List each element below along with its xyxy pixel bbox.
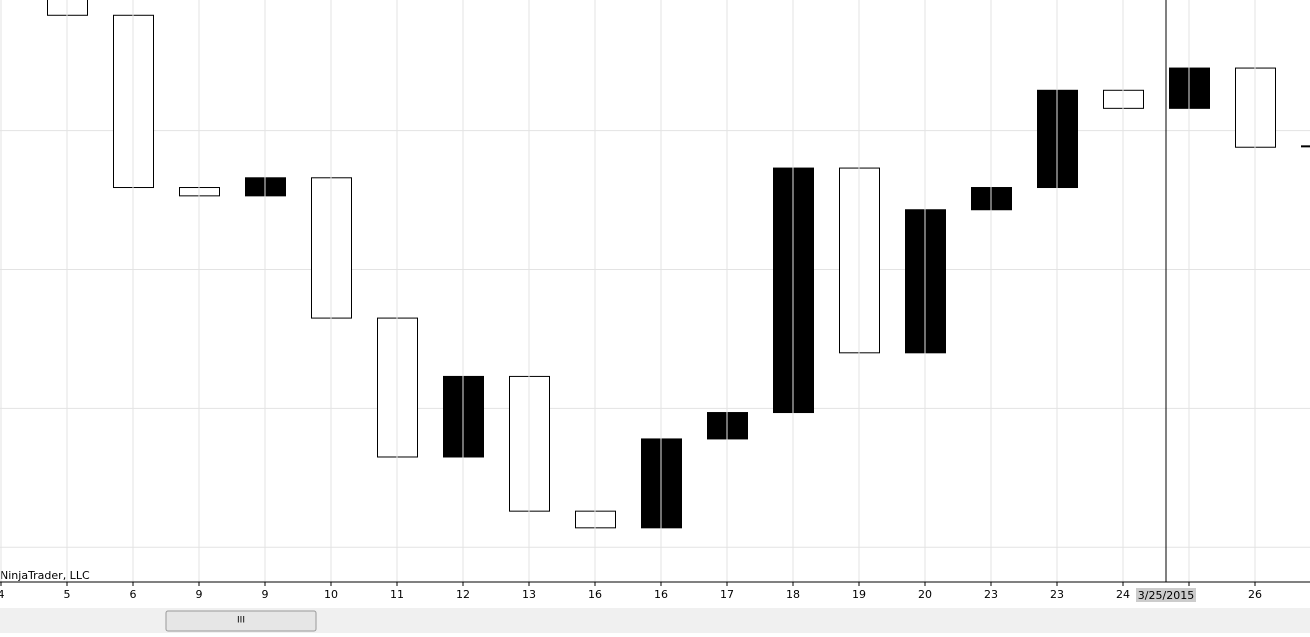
- watermark: NinjaTrader, LLC: [0, 569, 90, 582]
- x-tick-label: 10: [324, 588, 338, 601]
- x-tick-label: 20: [918, 588, 932, 601]
- x-tick-label: 23: [984, 588, 998, 601]
- x-tick-label: 12: [456, 588, 470, 601]
- x-tick-label: 17: [720, 588, 734, 601]
- x-tick-label: 18: [786, 588, 800, 601]
- x-tick-label: 4: [0, 588, 5, 601]
- candle-body: [1302, 146, 1310, 147]
- x-tick-label: 9: [262, 588, 269, 601]
- x-tick-label: 23: [1050, 588, 1064, 601]
- x-tick-label: 19: [852, 588, 866, 601]
- x-tick-label: 11: [390, 588, 404, 601]
- scrollbar-grip: III: [237, 616, 245, 626]
- x-tick-label: 16: [588, 588, 602, 601]
- x-tick-label: 13: [522, 588, 536, 601]
- x-tick-label: 16: [654, 588, 668, 601]
- crosshair-label: 3/25/2015: [1138, 589, 1194, 602]
- x-tick-label: 9: [196, 588, 203, 601]
- x-tick-label: 5: [64, 588, 71, 601]
- x-tick-label: 24: [1116, 588, 1130, 601]
- x-tick-label: 6: [130, 588, 137, 601]
- x-tick-label: 26: [1248, 588, 1262, 601]
